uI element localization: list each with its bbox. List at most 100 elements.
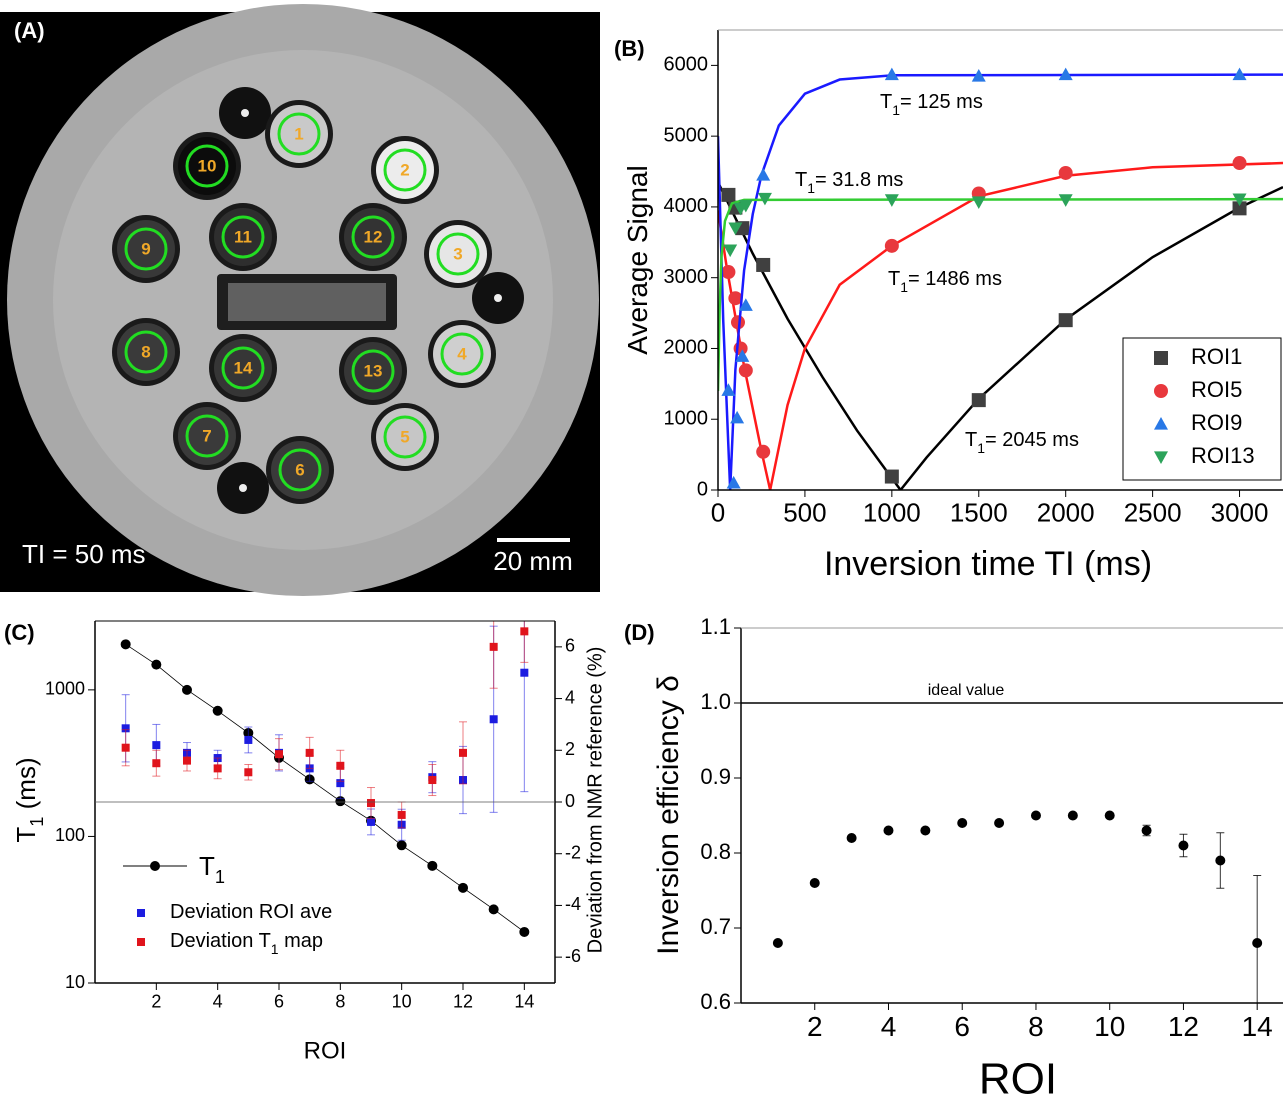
roi-circle <box>124 330 168 374</box>
marker <box>397 810 406 819</box>
roi-circle <box>221 215 265 259</box>
x-tick-label: 1000 <box>863 497 921 527</box>
x-tick-label: 12 <box>453 992 473 1012</box>
roi-circle <box>383 148 427 192</box>
legend-marker <box>137 909 145 917</box>
legend-label: ROI5 <box>1191 377 1242 402</box>
x-tick-label: 14 <box>1242 1011 1273 1042</box>
y2-axis-title: Deviation from NMR reference (%) <box>584 647 606 954</box>
marker <box>520 627 529 636</box>
text-part: Average Signal <box>622 165 653 354</box>
x-tick-label: 2 <box>151 992 161 1012</box>
y2-tick-label: -4 <box>565 894 581 914</box>
marker <box>519 926 530 937</box>
x-axis-title: ROI <box>304 1037 347 1064</box>
marker <box>213 764 222 773</box>
y2-tick-label: -2 <box>565 842 581 862</box>
subscript: 1 <box>807 180 815 196</box>
marker <box>1141 825 1152 836</box>
y-tick-label: 0 <box>697 478 708 500</box>
marker <box>1252 938 1263 948</box>
marker <box>1058 313 1073 328</box>
x-tick-label: 8 <box>335 992 345 1012</box>
marker <box>459 748 467 757</box>
text-part: (ms) <box>11 757 41 816</box>
reference-label: ideal value <box>928 682 1005 699</box>
marker <box>1232 193 1247 207</box>
marker <box>957 818 968 828</box>
y-tick-label: 4000 <box>664 195 709 217</box>
roi-circle <box>436 232 480 276</box>
chart: 0 500 1000 1500 2000 2500 3000 0 1000 2000 3000 400… <box>614 29 1283 583</box>
text-part: Inversion efficiency δ <box>652 675 685 955</box>
annotation: T1= 1486 ms <box>888 268 1002 294</box>
legend-label: Deviation T1 map <box>170 930 323 956</box>
marker <box>738 199 753 213</box>
text-part: T <box>795 169 807 191</box>
subscript: 1 <box>27 817 47 827</box>
roi-label: 3 <box>453 244 462 263</box>
text-part: T <box>199 851 215 881</box>
marker <box>1232 156 1247 171</box>
marker <box>120 639 131 650</box>
marker <box>730 315 745 330</box>
marker <box>756 444 771 459</box>
marker <box>756 168 771 181</box>
roi-label: 10 <box>198 156 217 175</box>
marker <box>520 668 529 677</box>
y2-tick-label: 4 <box>565 687 575 707</box>
text-part: map <box>279 930 323 952</box>
roi-label: 6 <box>295 460 304 479</box>
marker <box>152 741 161 750</box>
roi-circle <box>440 332 484 376</box>
marker <box>244 735 253 744</box>
roi-label: 12 <box>364 227 383 246</box>
text-part: ROI9 <box>1191 410 1242 435</box>
roi-circle <box>221 346 265 390</box>
y-tick-label: 1.1 <box>700 614 731 639</box>
roi-label: 5 <box>400 427 409 446</box>
marker <box>884 67 899 81</box>
text-part: = 125 ms <box>900 91 983 113</box>
marker <box>809 878 820 888</box>
ti-label: TI = 50 ms <box>22 539 146 569</box>
roi-circle <box>185 144 229 188</box>
y2-tick-label: 0 <box>565 791 575 811</box>
roi-circle <box>383 415 427 459</box>
marker <box>721 383 736 396</box>
text-part: ROI5 <box>1191 377 1242 402</box>
marker <box>183 756 191 765</box>
marker <box>489 642 498 651</box>
roi-circle <box>351 215 395 259</box>
roi-label: 13 <box>364 361 383 380</box>
marker <box>151 659 162 670</box>
legend-marker <box>1154 417 1168 430</box>
y-tick-label: 100 <box>55 825 85 845</box>
marker <box>756 257 771 272</box>
fit-curve <box>718 73 1283 490</box>
marker <box>1232 201 1247 216</box>
marker <box>971 69 986 82</box>
marker <box>971 196 986 209</box>
y2-tick-label: 2 <box>565 739 575 759</box>
marker <box>336 779 345 788</box>
marker <box>1058 165 1073 180</box>
marker <box>1178 840 1189 851</box>
x-tick-label: 2000 <box>1037 497 1095 527</box>
plot-area <box>120 621 530 937</box>
x-tick-label: 1500 <box>950 497 1008 527</box>
legend-label: ROI13 <box>1191 443 1255 468</box>
roi-circle <box>351 349 395 393</box>
x-tick-label: 4 <box>213 992 223 1012</box>
legend-label: T1 <box>199 851 225 887</box>
marker <box>212 705 223 716</box>
text-part: ROI1 <box>1191 344 1242 369</box>
marker <box>728 222 743 236</box>
scale-label: 20 mm <box>493 546 572 576</box>
text-part: T <box>965 429 977 451</box>
x-tick-label: 2500 <box>1124 497 1182 527</box>
marker <box>728 291 743 306</box>
marker <box>846 833 857 843</box>
x-tick-label: 2 <box>807 1011 823 1042</box>
